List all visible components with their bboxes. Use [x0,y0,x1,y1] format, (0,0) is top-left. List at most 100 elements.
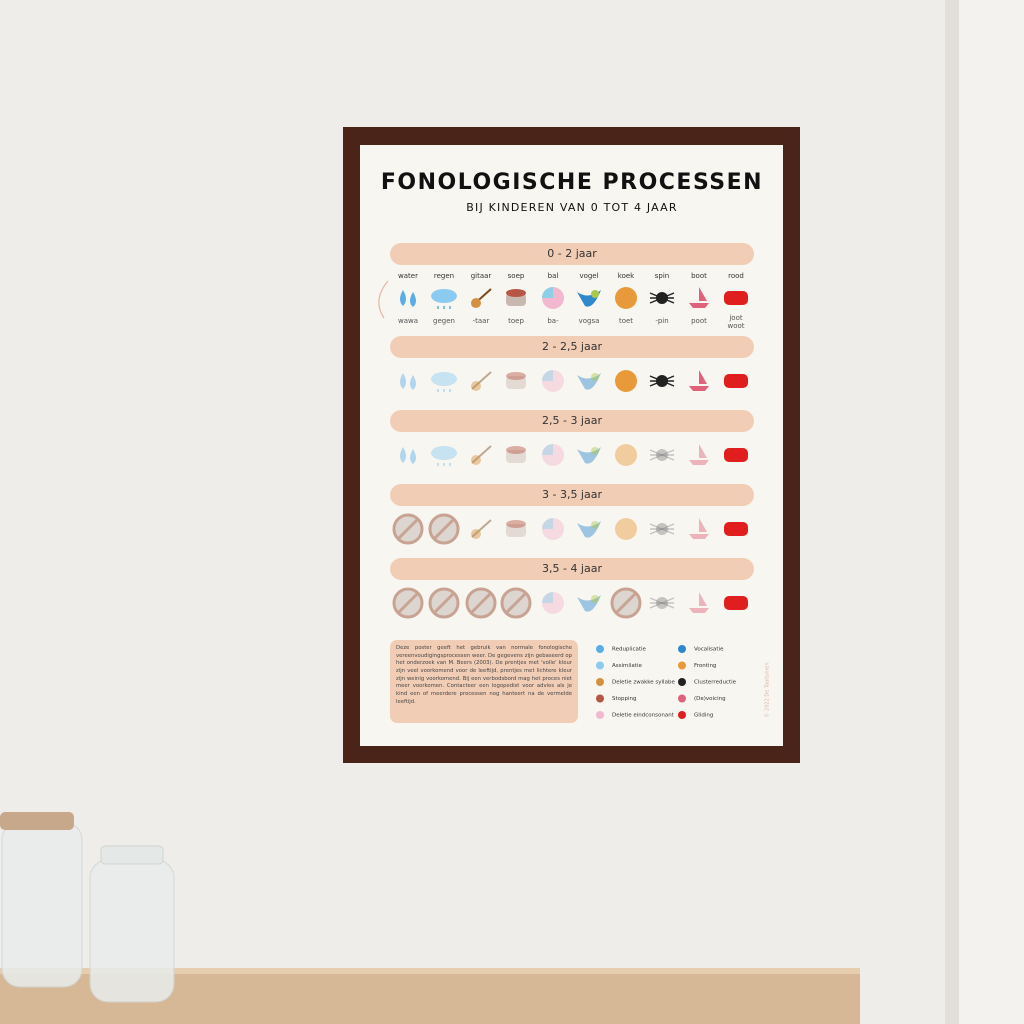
chart-content: 0 - 2 jaar 2 - 2,5 jaar 2,5 - 3 jaar 3 - 3,… [378,243,754,719]
legend-label: Gliding [694,713,713,719]
icon [471,445,492,464]
icon [689,287,709,308]
icon [506,376,526,389]
icon [724,374,748,388]
word: soep [508,272,525,280]
icon-leg [649,597,675,609]
icon [431,289,457,303]
jar [89,859,175,1003]
icon [506,446,526,454]
icon [615,444,637,466]
icon-rain [437,306,451,309]
legend-icon [678,694,686,703]
legend-icon [678,711,686,719]
icon [656,597,668,609]
word: rood [728,272,744,280]
legend-label: Stopping [612,696,637,702]
icon [506,289,526,297]
word: bal [548,272,559,280]
jar-neck [100,845,164,865]
icon [689,592,709,613]
icon [689,518,709,539]
child-form: woot [727,322,744,330]
description-paragraph: Deze poster geeft het gebruik van normal… [396,645,572,705]
prohibited-bar [396,517,420,541]
description-box [390,640,578,723]
icon [506,372,526,380]
icon [400,290,416,307]
icon [656,523,668,535]
icon [400,373,416,390]
description: Deze poster geeft het gebruik van normal… [396,645,572,705]
poster-title: FONOLOGISCHE PROCESSEN [381,170,763,195]
legend-label: Reduplicatie [612,647,647,653]
section-band [390,336,754,358]
icon [471,519,492,538]
icon [591,373,599,381]
jar-lid [0,812,74,830]
icon [471,455,481,465]
icon [542,287,553,298]
prohibited-bar [432,591,456,615]
icon [724,522,748,536]
section-label: 2 - 2,5 jaar [542,340,602,353]
icon [506,524,526,537]
child-form: toep [508,317,524,325]
icon [542,370,553,381]
icon [542,444,553,455]
prohibited-bar [432,517,456,541]
door-edge [945,0,959,1024]
icon-rain [437,389,451,392]
prohibited-bar [614,591,638,615]
word: regen [434,272,454,280]
icon [471,381,481,391]
icon [542,518,553,529]
jar [1,821,83,988]
legend-label: Deletie eindconsonant [612,713,675,719]
child-form: -taar [473,317,490,325]
section-label: 2,5 - 3 jaar [542,414,602,427]
icon [542,592,553,603]
icon [506,450,526,463]
prohibited-bar [469,591,493,615]
legend-icon [596,678,604,686]
section-band [390,410,754,432]
section-band [390,484,754,506]
legend-label: Vocalisatie [694,647,724,653]
icon [471,529,481,539]
icon [724,596,748,610]
section-label: 3 - 3,5 jaar [542,488,602,501]
legend-label: Deletie zwakke syllabe [612,680,675,686]
child-form: wawa [398,317,418,325]
icon [431,446,457,460]
icon-rain [437,463,451,466]
legend-icon [678,645,686,653]
icon [615,370,637,392]
icon-leg [649,292,675,304]
legend-label: Fronting [694,663,716,669]
prohibited-bar [396,591,420,615]
icon [591,595,599,603]
icon [542,444,564,466]
icon [506,520,526,528]
section-band [390,558,754,580]
legend-icon [596,661,604,670]
icon-leg [649,523,675,535]
icon [656,449,668,461]
child-form: ba- [547,317,559,325]
icon-leg [649,523,675,535]
section-label: 0 - 2 jaar [547,247,597,260]
child-form: joot [728,314,743,322]
legend-icon [596,645,604,653]
prohibited-bar [504,591,528,615]
icon [577,373,601,390]
child-form: toet [619,317,633,325]
section-band [390,243,754,265]
description-text: Deze poster geeft het gebruik van normal… [396,645,572,705]
icon [542,518,564,540]
icon [400,447,416,464]
icon [689,444,709,465]
icon [577,521,601,538]
section-label: 3,5 - 4 jaar [542,562,602,575]
legend-label: Clusterreductie [694,680,737,686]
